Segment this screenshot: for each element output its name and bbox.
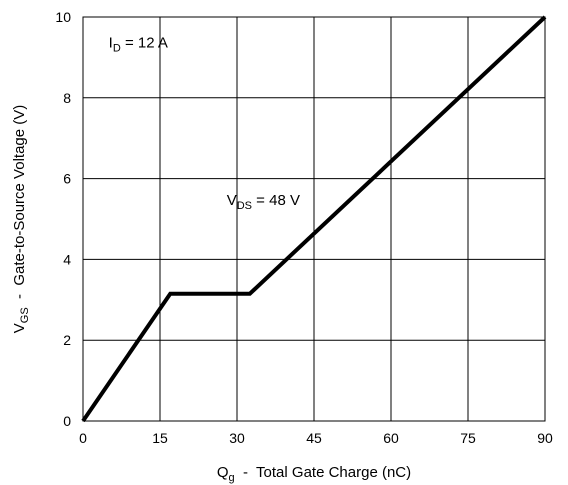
x-axis-label-subscript: g: [229, 472, 235, 484]
x-tick-label: 45: [306, 430, 322, 446]
x-axis-ticks: 0 15 30 45 60 75 90: [79, 430, 553, 446]
x-tick-label: 30: [229, 430, 245, 446]
y-axis-label: VGS - Gate-to-Source Voltage (V): [11, 105, 31, 334]
x-tick-label: 0: [79, 430, 87, 446]
y-axis-label-subscript: GS: [19, 307, 31, 323]
annotation-drain-source-voltage: VDS = 48 V: [227, 192, 300, 212]
annotation-vds-subscript: DS: [237, 200, 252, 212]
annotation-drain-current-subscript: D: [113, 42, 121, 54]
y-tick-label: 8: [63, 90, 71, 106]
x-axis-label: Qg - Total Gate Charge (nC): [217, 464, 411, 484]
x-axis-label-rest: - Total Gate Charge (nC): [235, 464, 411, 481]
y-axis-ticks: 0 2 4 6 8 10: [55, 9, 71, 429]
x-tick-label: 60: [383, 430, 399, 446]
plot-frame: [82, 16, 546, 422]
y-tick-label: 6: [63, 171, 71, 187]
series-layer: [81, 15, 547, 423]
y-tick-label: 2: [63, 332, 71, 348]
y-axis-label-main: V: [11, 323, 28, 333]
y-axis-label-rest: - Gate-to-Source Voltage (V): [11, 105, 28, 308]
annotation-drain-current-main: I: [109, 34, 113, 51]
annotation-drain-current: ID = 12 A: [109, 34, 168, 54]
x-tick-label: 90: [537, 430, 553, 446]
x-axis-label-main: Q: [217, 464, 229, 481]
annotation-vds-main: V: [227, 192, 237, 209]
y-tick-label: 4: [63, 251, 71, 267]
grid-lines: [82, 16, 546, 422]
x-tick-label: 15: [152, 430, 168, 446]
x-tick-label: 75: [460, 430, 476, 446]
annotation-vds-rest: = 48 V: [252, 192, 300, 209]
annotation-drain-current-rest: = 12 A: [121, 34, 168, 51]
y-tick-label: 10: [55, 9, 71, 25]
series-line: [81, 15, 547, 423]
y-tick-label: 0: [63, 413, 71, 429]
